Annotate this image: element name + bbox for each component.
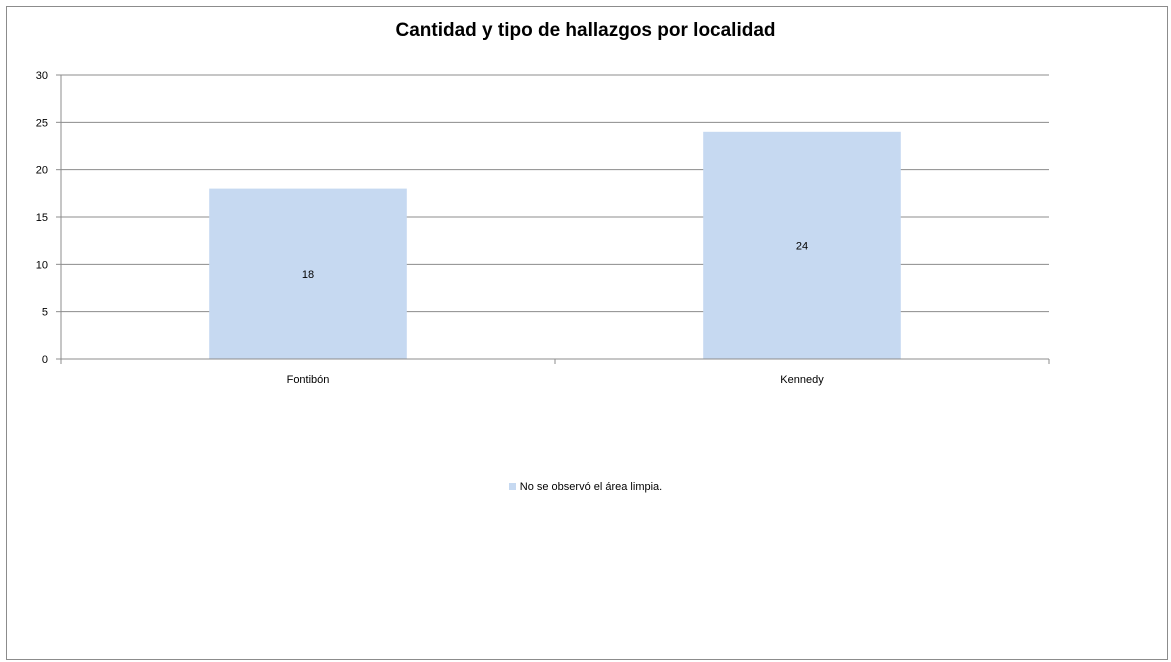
bars — [209, 131, 901, 359]
x-tick-label: Fontibón — [287, 374, 330, 386]
bar-fontibón — [209, 188, 407, 359]
chart-frame — [6, 6, 1168, 660]
axes — [56, 74, 1050, 364]
legend-swatch — [508, 482, 516, 490]
bar-kennedy — [703, 131, 901, 359]
y-tick-label: 15 — [36, 212, 48, 224]
y-tick-label: 30 — [36, 70, 48, 82]
y-tick-label: 20 — [36, 165, 48, 177]
y-tick-label: 25 — [36, 117, 48, 129]
chart-title: Cantidad y tipo de hallazgos por localid… — [395, 20, 776, 41]
x-tick-label: Kennedy — [780, 374, 824, 386]
y-tick-label: 5 — [42, 307, 48, 319]
data-label: 18 — [302, 269, 314, 281]
legend: No se observó el área limpia. — [0, 481, 1171, 493]
legend-label: No se observó el área limpia. — [519, 481, 663, 493]
labels: 0 5 10 15 20 25 30 18 Fontibón 24 Kennedy — [36, 70, 824, 386]
data-label: 24 — [796, 240, 808, 252]
y-tick-label: 0 — [42, 354, 48, 366]
y-tick-label: 10 — [36, 259, 48, 271]
